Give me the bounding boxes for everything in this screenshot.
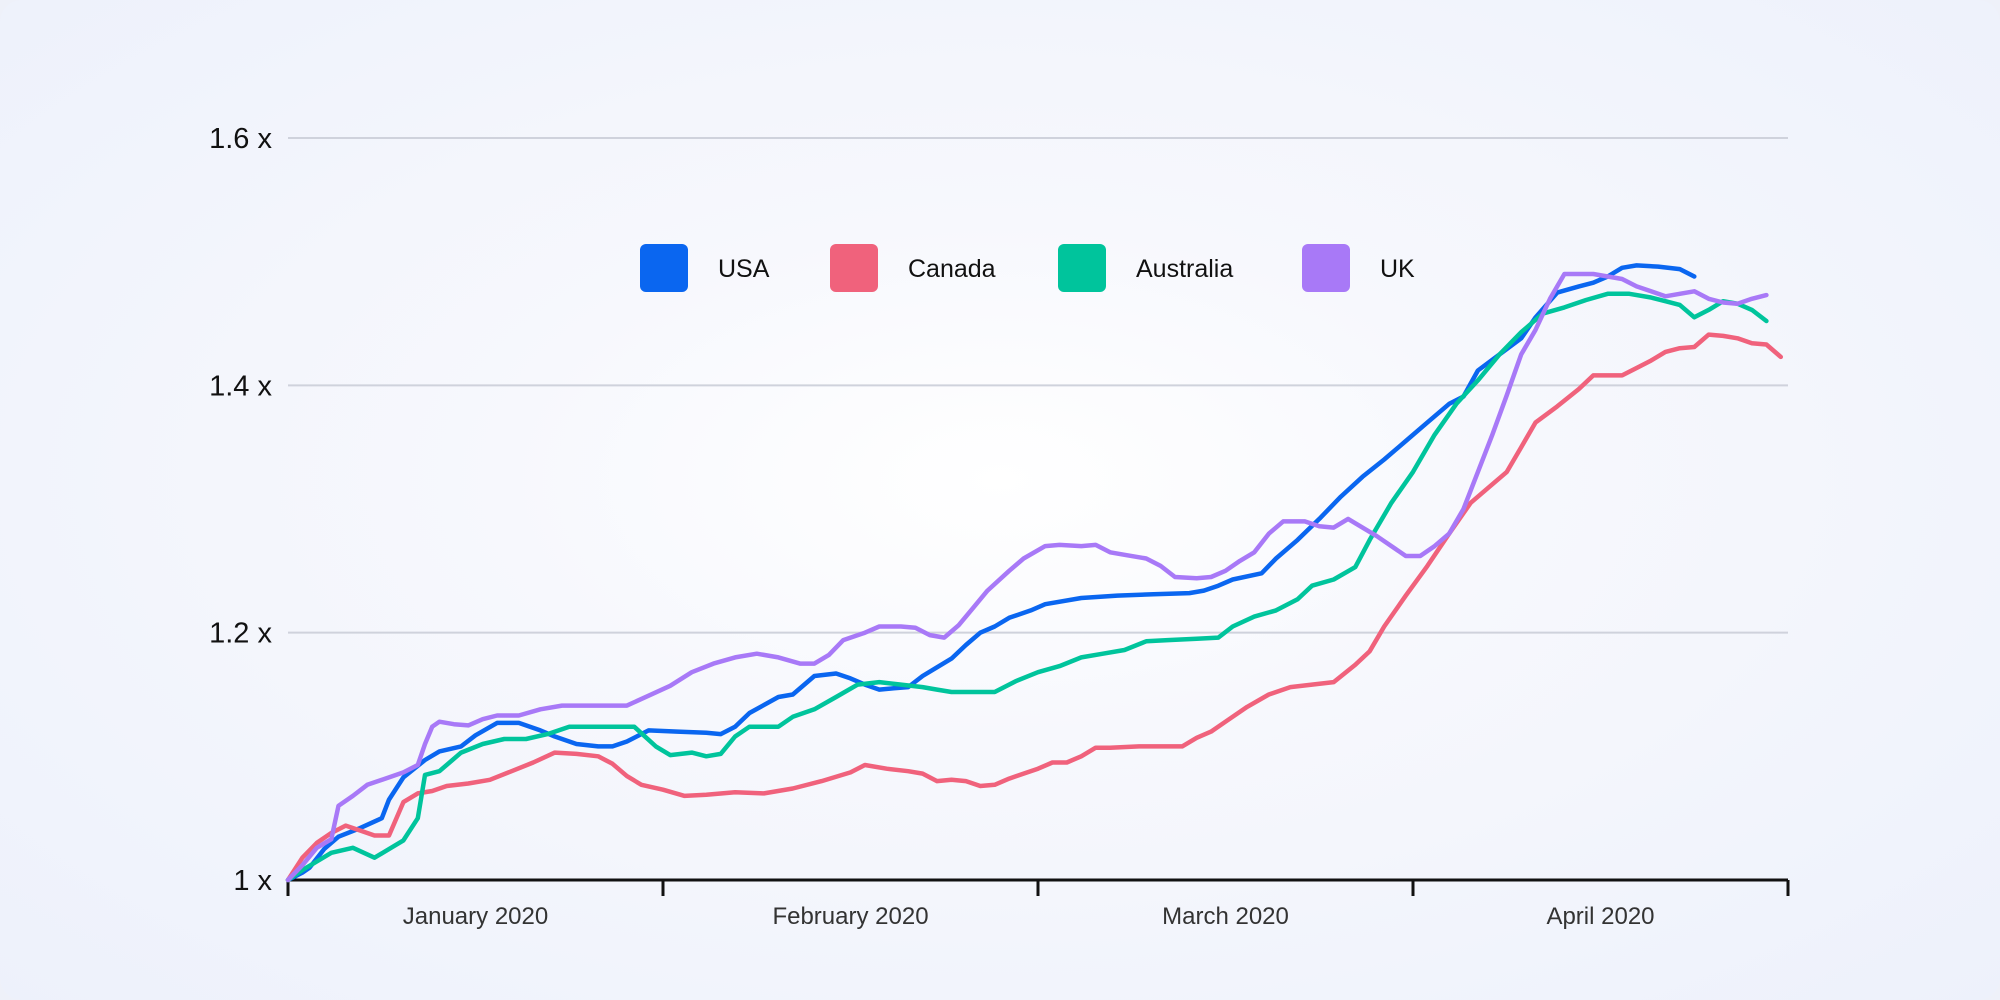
y-tick-label: 1 x — [233, 865, 272, 897]
x-axis — [286, 878, 1790, 896]
series-line-uk — [285, 271, 1769, 883]
x-tick-label: February 2020 — [772, 903, 928, 930]
legend-label: UK — [1380, 255, 1415, 283]
y-tick-label: 1.4 x — [209, 370, 272, 402]
legend-label: USA — [718, 255, 770, 283]
legend-item-australia: Australia — [1058, 244, 1233, 292]
x-tick-label: March 2020 — [1162, 903, 1289, 930]
legend-item-canada: Canada — [830, 244, 996, 292]
series-line-canada — [285, 332, 1784, 883]
x-tick-label: April 2020 — [1546, 903, 1654, 930]
series-line-usa — [285, 263, 1697, 883]
legend: USA Canada Australia UK — [640, 244, 1415, 292]
x-tick-label: January 2020 — [403, 903, 548, 930]
legend-item-uk: UK — [1302, 244, 1415, 292]
y-tick-label: 1.6 x — [209, 123, 272, 155]
legend-swatch — [830, 244, 878, 292]
series-lines — [285, 263, 1784, 883]
legend-swatch — [1058, 244, 1106, 292]
series-line-australia — [285, 291, 1769, 883]
legend-swatch — [640, 244, 688, 292]
gridlines — [288, 137, 1788, 634]
y-tick-label: 1.2 x — [209, 618, 272, 650]
legend-label: Australia — [1136, 255, 1233, 283]
legend-label: Canada — [908, 255, 996, 283]
legend-item-usa: USA — [640, 244, 770, 292]
y-axis-tick-labels: 1 x 1.2 x 1.4 x 1.6 x — [209, 123, 272, 897]
x-axis-tick-labels: January 2020 February 2020 March 2020 April… — [403, 903, 1655, 930]
legend-swatch — [1302, 244, 1350, 292]
